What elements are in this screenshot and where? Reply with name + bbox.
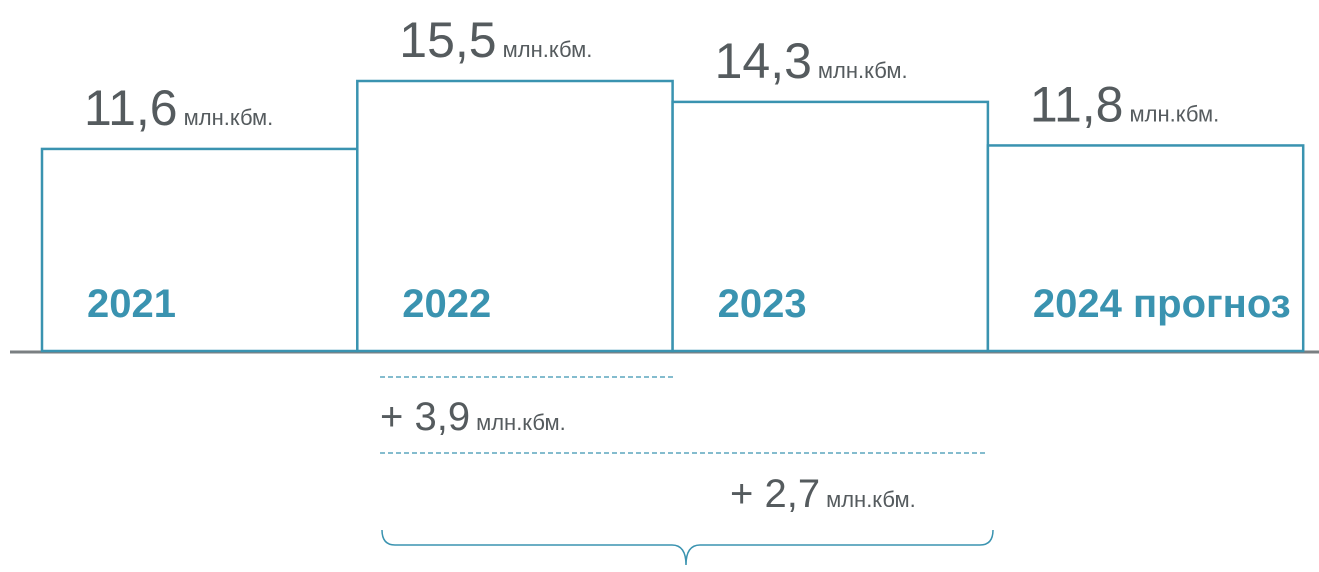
bar — [671, 100, 990, 353]
category-label: 2021 — [87, 282, 176, 326]
category-label: 2022 — [402, 282, 491, 326]
value-number: 11,6 — [84, 80, 178, 136]
value-label: 15,5 млн.кбм. — [399, 12, 592, 68]
value-number: 11,8 — [1030, 76, 1124, 132]
value-unit: млн.кбм. — [1130, 101, 1220, 126]
value-label: 11,6 млн.кбм. — [84, 80, 273, 136]
difference-number: + 3,9 — [380, 395, 470, 439]
difference-label: + 3,9 млн.кбм. — [380, 395, 566, 439]
difference-label: + 2,7 млн.кбм. — [730, 472, 916, 516]
category-label: 2024 прогноз — [1033, 282, 1291, 326]
value-number: 14,3 — [715, 33, 812, 89]
bracket — [381, 529, 994, 566]
value-unit: млн.кбм. — [503, 37, 593, 62]
difference-unit: млн.кбм. — [476, 410, 566, 435]
value-number: 15,5 — [399, 12, 496, 68]
difference-number: + 2,7 — [730, 472, 820, 516]
category-label: 2023 — [718, 282, 807, 326]
difference-unit: млн.кбм. — [826, 487, 916, 512]
value-label: 11,8 млн.кбм. — [1030, 76, 1219, 132]
value-unit: млн.кбм. — [184, 105, 274, 130]
value-label: 14,3 млн.кбм. — [715, 33, 908, 89]
bar — [40, 147, 359, 353]
bar — [986, 144, 1305, 353]
value-unit: млн.кбм. — [818, 58, 908, 83]
bar — [356, 79, 674, 353]
